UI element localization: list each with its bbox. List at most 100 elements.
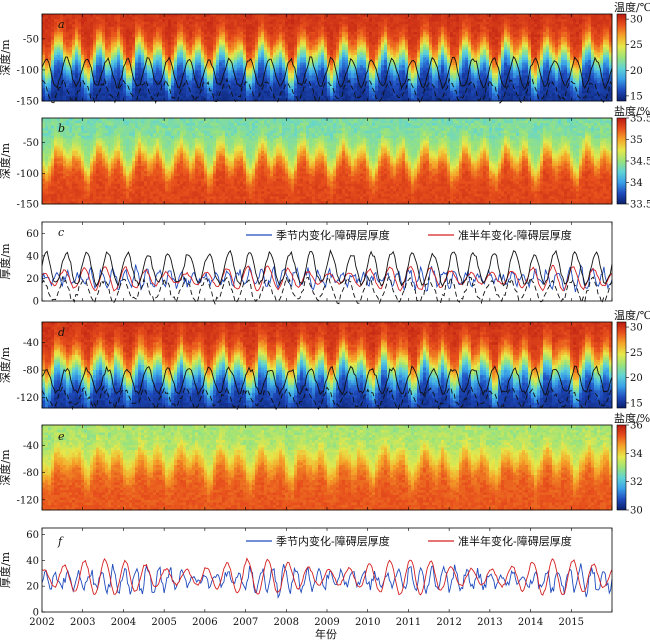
heatmap-cell — [213, 29, 216, 32]
heatmap-cell — [120, 40, 123, 43]
heatmap-cell — [51, 19, 54, 22]
heatmap-cell — [195, 55, 198, 58]
heatmap-cell — [177, 17, 180, 20]
heatmap-cell — [45, 78, 48, 81]
heatmap-cell — [111, 40, 114, 43]
heatmap-cell — [183, 24, 186, 27]
heatmap-cell — [96, 75, 99, 78]
heatmap-cell — [183, 50, 186, 53]
heatmap-cell — [93, 34, 96, 37]
heatmap-cell — [84, 37, 87, 40]
heatmap-cell — [213, 86, 216, 89]
heatmap-cell — [162, 78, 165, 81]
heatmap-cell — [138, 68, 141, 71]
heatmap-cell — [216, 86, 219, 89]
heatmap-cell — [180, 55, 183, 58]
heatmap-cell — [42, 22, 45, 25]
heatmap-cell — [171, 22, 174, 25]
heatmap-cell — [111, 60, 114, 63]
heatmap-cell — [45, 73, 48, 76]
heatmap-cell — [96, 58, 99, 61]
heatmap-cell — [201, 29, 204, 32]
heatmap-cell — [99, 29, 102, 32]
heatmap-cell — [99, 63, 102, 66]
heatmap-cell — [87, 83, 90, 86]
heatmap-cell — [99, 55, 102, 58]
heatmap-cell — [72, 27, 75, 30]
heatmap-cell — [198, 73, 201, 76]
heatmap-cell — [216, 32, 219, 35]
heatmap-cell — [105, 17, 108, 20]
heatmap-cell — [90, 17, 93, 20]
heatmap-cell — [180, 96, 183, 99]
heatmap-cell — [126, 65, 129, 68]
heatmap-cell — [171, 58, 174, 61]
heatmap-cell — [129, 50, 132, 53]
heatmap-cell — [120, 34, 123, 37]
heatmap-cell — [81, 37, 84, 40]
heatmap-cell — [51, 17, 54, 20]
heatmap-cell — [126, 22, 129, 25]
heatmap-cell — [171, 91, 174, 94]
heatmap-cell — [72, 52, 75, 55]
heatmap-cell — [162, 19, 165, 22]
heatmap-cell — [96, 27, 99, 30]
heatmap-cell — [105, 78, 108, 81]
heatmap-cell — [144, 40, 147, 43]
heatmap-cell — [180, 42, 183, 45]
heatmap-cell — [147, 14, 150, 17]
heatmap-cell — [63, 34, 66, 37]
heatmap-cell — [99, 68, 102, 71]
heatmap-cell — [135, 17, 138, 20]
heatmap-cell — [54, 32, 57, 35]
heatmap-cell — [132, 45, 135, 48]
heatmap-cell — [216, 91, 219, 94]
heatmap-cell — [183, 93, 186, 96]
heatmap-cell — [180, 29, 183, 32]
heatmap-cell — [150, 86, 153, 89]
heatmap-cell — [186, 70, 189, 73]
heatmap-cell — [69, 55, 72, 58]
heatmap-cell — [201, 65, 204, 68]
heatmap-cell — [183, 14, 186, 17]
heatmap-cell — [48, 14, 51, 17]
heatmap-cell — [213, 55, 216, 58]
heatmap-cell — [126, 75, 129, 78]
heatmap-cell — [141, 55, 144, 58]
heatmap-cell — [96, 63, 99, 66]
heatmap-cell — [195, 65, 198, 68]
heatmap-cell — [105, 37, 108, 40]
heatmap-cell — [102, 52, 105, 55]
heatmap-cell — [210, 55, 213, 58]
heatmap-cell — [186, 17, 189, 20]
heatmap-cell — [159, 70, 162, 73]
heatmap-cell — [189, 19, 192, 22]
heatmap-cell — [123, 45, 126, 48]
heatmap-cell — [195, 60, 198, 63]
heatmap-cell — [81, 88, 84, 91]
heatmap-cell — [120, 24, 123, 27]
heatmap-cell — [144, 86, 147, 89]
heatmap-cell — [48, 40, 51, 43]
heatmap-cell — [108, 81, 111, 84]
heatmap-cell — [42, 93, 45, 96]
heatmap-cell — [186, 68, 189, 71]
heatmap-cell — [87, 22, 90, 25]
heatmap-cell — [135, 93, 138, 96]
heatmap-cell — [93, 29, 96, 32]
heatmap-cell — [42, 50, 45, 53]
heatmap-cell — [213, 14, 216, 17]
heatmap-cell — [153, 70, 156, 73]
heatmap-cell — [99, 34, 102, 37]
heatmap-cell — [195, 73, 198, 76]
heatmap-cell — [144, 70, 147, 73]
heatmap-cell — [177, 60, 180, 63]
heatmap-cell — [105, 24, 108, 27]
heatmap-cell — [87, 91, 90, 94]
heatmap-cell — [144, 14, 147, 17]
heatmap-cell — [153, 19, 156, 22]
heatmap-cell — [204, 17, 207, 20]
heatmap-cell — [42, 86, 45, 89]
heatmap-cell — [72, 93, 75, 96]
heatmap-cell — [51, 14, 54, 17]
